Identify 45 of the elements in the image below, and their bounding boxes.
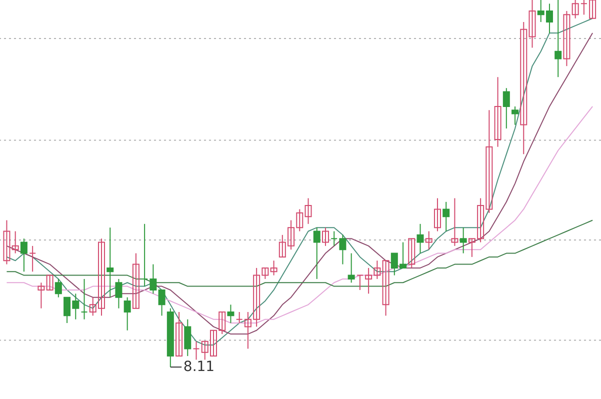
candlestick (54, 278, 62, 298)
candlestick (176, 312, 183, 357)
candlestick (46, 274, 54, 290)
candlestick (451, 198, 458, 246)
candlestick (502, 88, 510, 129)
candlestick (339, 234, 346, 265)
candlestick (227, 304, 234, 324)
candlestick (425, 230, 432, 250)
annotation: 8.11 (183, 359, 215, 376)
candlestick (141, 223, 148, 287)
candlestick (408, 238, 416, 268)
candlestick (236, 312, 243, 324)
candlestick (580, 0, 588, 16)
candlestick (382, 260, 390, 316)
candlestick (348, 252, 355, 284)
candlestick (460, 227, 467, 254)
candlestick (124, 296, 131, 331)
candlestick (512, 106, 519, 126)
candlestick (589, 0, 596, 19)
candlestick (304, 198, 312, 224)
candlestick (29, 245, 36, 272)
candlestick (494, 76, 502, 148)
candlestick (330, 230, 338, 246)
candlestick (38, 282, 45, 309)
candlestick (356, 274, 364, 290)
candlestick (554, 0, 562, 78)
candlestick (313, 227, 320, 280)
candlestick (80, 278, 88, 320)
candlestick (322, 227, 329, 246)
candlestick (115, 278, 122, 309)
candlestick (184, 318, 192, 357)
candlestick (563, 10, 570, 67)
candlestick (3, 220, 10, 265)
candlestick (192, 340, 200, 360)
candlestick (132, 252, 140, 309)
candlestick (434, 198, 441, 232)
candlestick (416, 223, 424, 254)
candlestick (442, 201, 450, 232)
candlestick (270, 260, 278, 276)
candlestick (150, 264, 157, 294)
candlestick (106, 227, 114, 298)
candlestick (572, 0, 579, 19)
candlestick (20, 238, 28, 272)
candlestick (158, 289, 166, 316)
candlestick (12, 230, 19, 254)
